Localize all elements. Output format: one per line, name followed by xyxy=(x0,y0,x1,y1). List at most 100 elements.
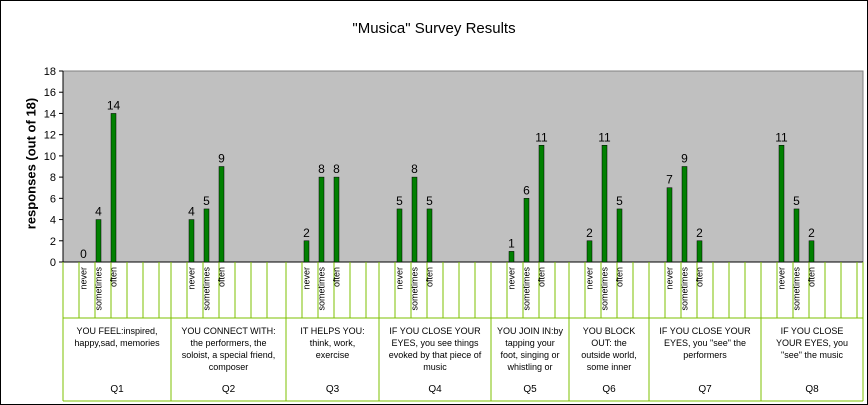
data-label: 5 xyxy=(426,194,433,208)
level-label: never xyxy=(302,267,312,290)
data-label: 5 xyxy=(396,194,403,208)
data-label: 4 xyxy=(95,205,102,219)
question-description-line: music xyxy=(423,362,447,372)
bar xyxy=(411,176,418,263)
y-tick-label: 16 xyxy=(44,87,56,99)
question-label: Q5 xyxy=(523,384,537,395)
level-label: never xyxy=(395,267,405,290)
bar xyxy=(396,208,403,263)
bar xyxy=(318,176,325,263)
bar xyxy=(508,251,515,263)
level-label: sometimes xyxy=(600,267,610,311)
chart-title: "Musica" Survey Results xyxy=(352,20,516,37)
data-label: 6 xyxy=(523,183,530,197)
bar xyxy=(616,208,623,263)
question-description-line: foot, singing or xyxy=(500,350,559,360)
question-description-line: YOU JOIN IN:by xyxy=(497,326,564,336)
question-label: Q8 xyxy=(805,384,819,395)
level-label: never xyxy=(507,267,517,290)
data-label: 8 xyxy=(318,162,325,176)
level-label: never xyxy=(665,267,675,290)
y-axis-label: responses (out of 18) xyxy=(23,97,39,230)
data-label: 2 xyxy=(303,226,310,240)
data-label: 9 xyxy=(681,152,688,166)
bar xyxy=(523,198,530,263)
data-label: 8 xyxy=(411,162,418,176)
question-description-line: YOU BLOCK xyxy=(583,326,636,336)
y-tick-label: 6 xyxy=(50,193,56,205)
level-label: often xyxy=(537,267,547,287)
level-label: sometimes xyxy=(410,267,420,311)
question-description-line: EYES, you see things xyxy=(391,338,479,348)
question-label: Q1 xyxy=(110,384,124,395)
data-label: 2 xyxy=(696,226,703,240)
level-label: often xyxy=(109,267,119,287)
y-tick-label: 14 xyxy=(44,108,56,120)
level-label: never xyxy=(585,267,595,290)
bar xyxy=(696,240,703,263)
question-description-line: some inner xyxy=(587,362,632,372)
bar xyxy=(426,208,433,263)
question-description-line: whistling or xyxy=(506,362,552,372)
y-tick-label: 12 xyxy=(44,130,56,142)
data-label: 1 xyxy=(508,236,515,250)
question-description-line: outside world, xyxy=(581,350,637,360)
bar xyxy=(218,166,225,263)
data-label: 9 xyxy=(218,152,225,166)
question-label: Q3 xyxy=(326,384,340,395)
question-description-line: tapping your xyxy=(505,338,555,348)
bar xyxy=(601,145,608,263)
level-label: sometimes xyxy=(202,267,212,311)
data-label: 11 xyxy=(598,130,611,144)
data-label: 14 xyxy=(107,98,121,112)
level-label: often xyxy=(695,267,705,287)
bar xyxy=(333,176,340,263)
level-label: often xyxy=(332,267,342,287)
data-label: 11 xyxy=(535,130,548,144)
bar xyxy=(778,145,785,263)
bar xyxy=(303,240,310,263)
level-label: sometimes xyxy=(680,267,690,311)
level-label: never xyxy=(79,267,89,290)
y-tick-label: 4 xyxy=(50,215,56,227)
question-description-line: YOU CONNECT WITH: xyxy=(181,326,275,336)
data-label: 0 xyxy=(80,247,87,261)
bar xyxy=(666,187,673,263)
question-description-line: YOU FEEL:inspired, xyxy=(76,326,157,336)
level-label: never xyxy=(777,267,787,290)
question-label: Q7 xyxy=(698,384,712,395)
question-description-line: IT HELPS YOU: xyxy=(300,326,364,336)
data-label: 4 xyxy=(188,205,195,219)
bar xyxy=(188,219,195,263)
question-label: Q2 xyxy=(222,384,236,395)
question-description-line: composer xyxy=(209,362,249,372)
question-description-line: performers xyxy=(683,350,727,360)
question-description-line: exercise xyxy=(316,350,350,360)
data-label: 11 xyxy=(775,130,788,144)
level-label: sometimes xyxy=(792,267,802,311)
bar xyxy=(95,219,102,263)
question-label: Q6 xyxy=(602,384,616,395)
question-label: Q4 xyxy=(428,384,442,395)
bar xyxy=(681,166,688,263)
level-label: sometimes xyxy=(317,267,327,311)
data-label: 7 xyxy=(666,173,673,187)
y-tick-label: 10 xyxy=(44,151,56,163)
y-tick-label: 8 xyxy=(50,172,56,184)
plot-area xyxy=(62,70,864,263)
question-description-line: EYES, you "see" the xyxy=(664,338,746,348)
data-label: 5 xyxy=(203,194,210,208)
level-label: often xyxy=(615,267,625,287)
question-description-line: soloist, a special friend, xyxy=(182,350,276,360)
bar xyxy=(793,208,800,263)
question-description-line: OUT: the xyxy=(591,338,627,348)
bar xyxy=(586,240,593,263)
data-label: 5 xyxy=(616,194,623,208)
level-label: sometimes xyxy=(94,267,104,311)
bar xyxy=(538,145,545,263)
question-description-line: happy,sad, memories xyxy=(74,338,160,348)
bar xyxy=(808,240,815,263)
y-tick-label: 0 xyxy=(50,257,56,269)
